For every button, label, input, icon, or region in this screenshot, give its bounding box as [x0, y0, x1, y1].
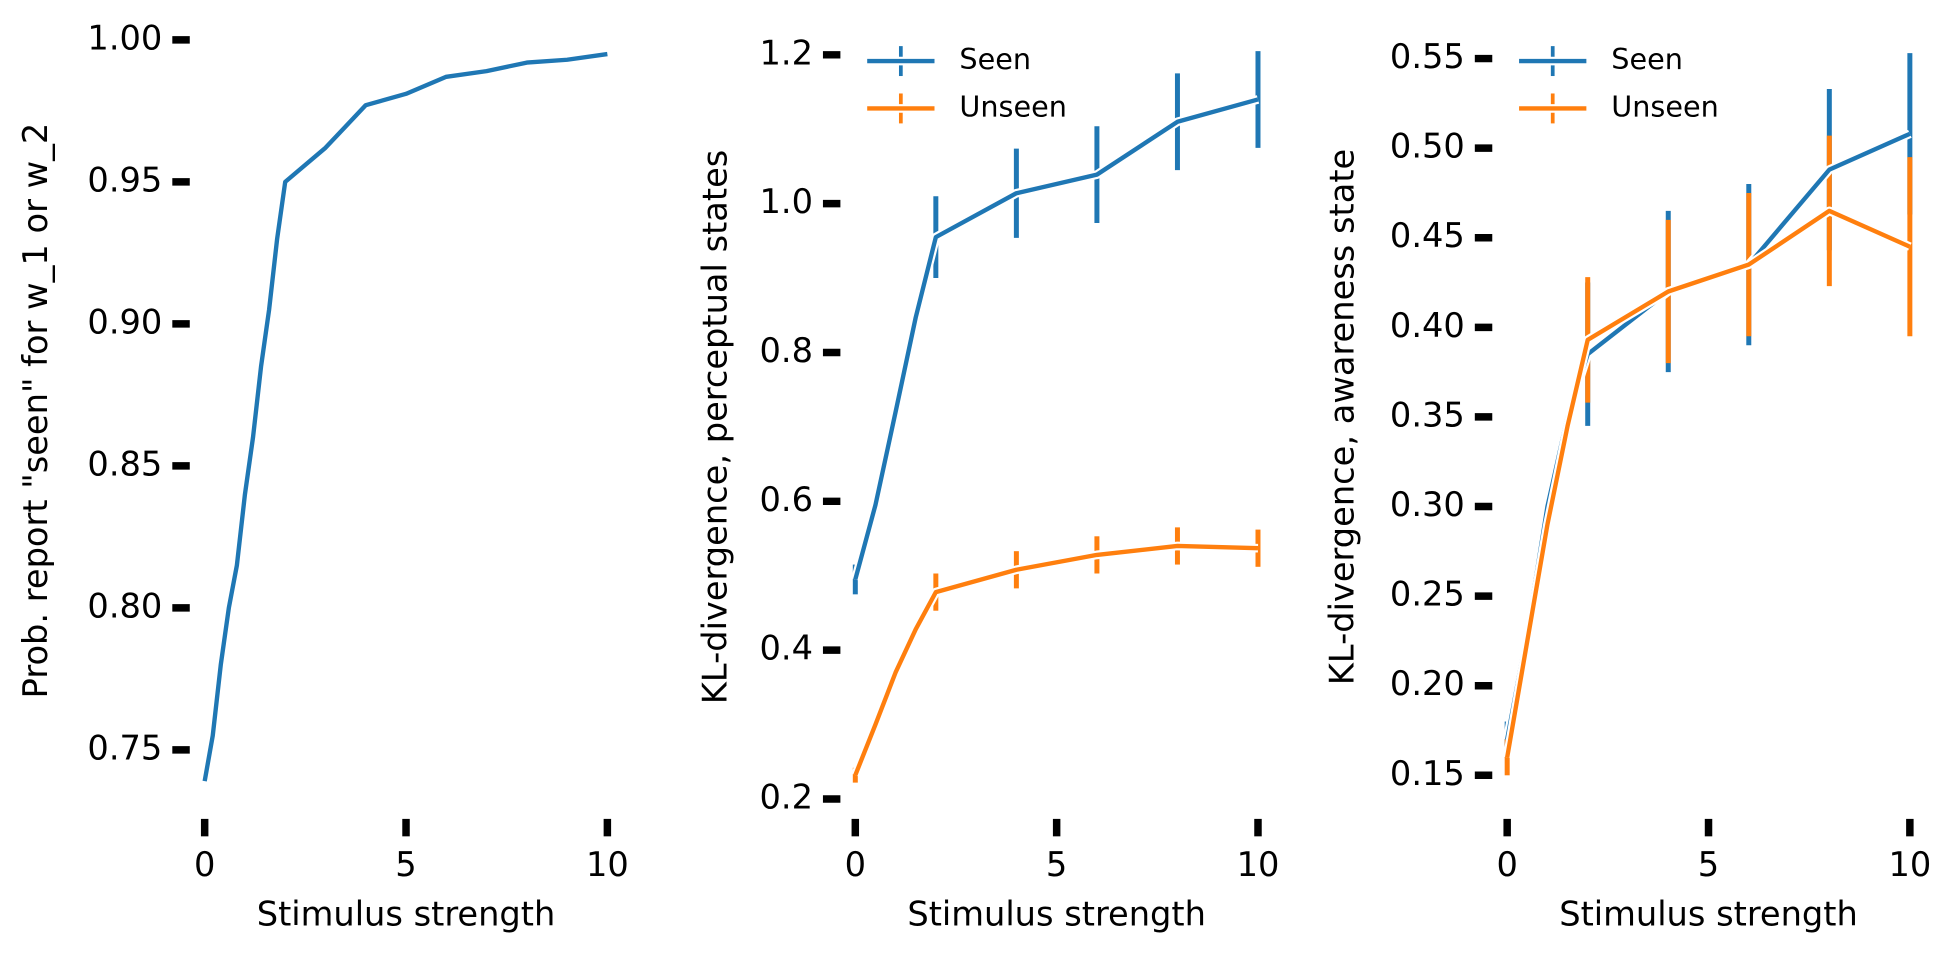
y-tick-label: 0.6: [759, 480, 812, 519]
line: [853, 97, 1259, 581]
y-tick-label: 0.45: [1390, 216, 1465, 255]
x-tick-label: 5: [395, 845, 416, 884]
y-tick-label: 0.75: [87, 728, 162, 767]
y-tick-label: 0.4: [759, 629, 812, 668]
y-tick-label: 1.00: [87, 18, 162, 57]
line-halo: [200, 49, 608, 782]
legend-label: Unseen: [1611, 89, 1719, 123]
y-tick-label: 0.95: [87, 160, 162, 199]
line-halo: [1502, 206, 1912, 759]
y-tick-label: 0.30: [1390, 485, 1465, 524]
y-tick-label: 0.85: [87, 444, 162, 483]
x-tick-label: 5: [1046, 845, 1067, 884]
y-tick-label: 0.90: [87, 302, 162, 341]
y-tick-label: 0.55: [1390, 37, 1465, 76]
y-tick-label: 0.20: [1390, 664, 1465, 703]
y-tick-label: 0.50: [1390, 127, 1465, 166]
line: [853, 543, 1259, 776]
line-halo: [851, 95, 1260, 581]
x-axis-label: Stimulus strength: [907, 895, 1206, 934]
x-tick-label: 0: [845, 845, 866, 884]
x-tick-label: 10: [1237, 845, 1280, 884]
y-tick-label: 0.2: [759, 777, 812, 816]
legend-label: Seen: [959, 42, 1031, 76]
x-tick-label: 0: [1496, 845, 1517, 884]
x-tick-label: 10: [586, 845, 629, 884]
line-halo: [851, 541, 1259, 777]
line: [1505, 208, 1911, 758]
y-tick-label: 1.0: [759, 182, 812, 221]
y-tick-label: 0.25: [1390, 575, 1465, 614]
y-axis-label: Prob. report "seen" for w_1 or w_2: [16, 123, 55, 699]
x-tick-label: 10: [1888, 845, 1931, 884]
y-tick-label: 0.80: [87, 586, 162, 625]
legend-label: Unseen: [959, 89, 1067, 123]
x-axis-label: Stimulus strength: [257, 895, 556, 934]
x-tick-label: 5: [1698, 845, 1719, 884]
y-tick-label: 0.8: [759, 331, 812, 370]
y-axis-label: KL-divergence, perceptual states: [695, 150, 734, 704]
line: [202, 51, 608, 782]
y-axis-label: KL-divergence, awareness state: [1322, 149, 1361, 685]
x-axis-label: Stimulus strength: [1559, 895, 1858, 934]
x-tick-label: 0: [194, 845, 215, 884]
y-tick-label: 1.2: [759, 33, 812, 72]
legend-label: Seen: [1611, 42, 1683, 76]
y-tick-label: 0.40: [1390, 306, 1465, 345]
y-tick-label: 0.15: [1390, 754, 1465, 793]
y-tick-label: 0.35: [1390, 395, 1465, 434]
